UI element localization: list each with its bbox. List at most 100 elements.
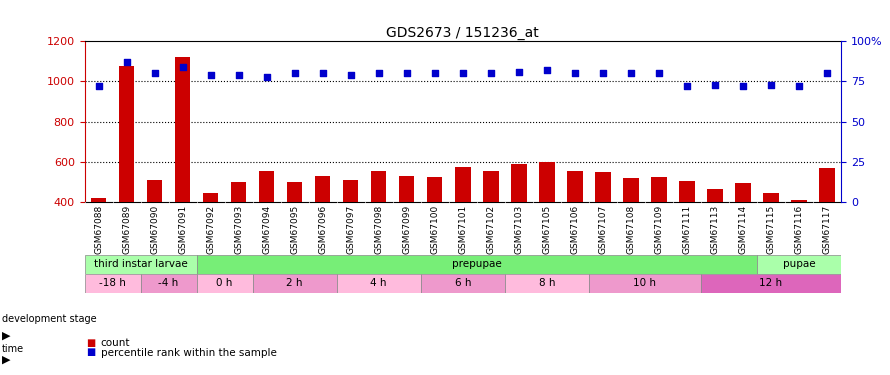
Point: [595, 70, 610, 76]
Bar: [315, 176, 330, 282]
Point: [287, 70, 302, 76]
Bar: [287, 182, 303, 282]
Point: [512, 69, 526, 75]
Text: GSM67098: GSM67098: [374, 205, 384, 254]
Bar: [371, 171, 386, 282]
Text: GSM67094: GSM67094: [263, 205, 271, 254]
Text: GSM67108: GSM67108: [627, 205, 635, 254]
Bar: [820, 168, 835, 282]
Text: GSM67093: GSM67093: [234, 205, 243, 254]
Bar: [505, 273, 589, 292]
Text: GSM67109: GSM67109: [654, 205, 663, 254]
Text: GSM67095: GSM67095: [290, 205, 299, 254]
Text: ■: ■: [86, 348, 95, 357]
Bar: [701, 273, 841, 292]
Text: 2 h: 2 h: [287, 278, 303, 288]
Bar: [483, 171, 498, 282]
Text: GSM67090: GSM67090: [150, 205, 159, 254]
Point: [316, 70, 330, 76]
Point: [260, 74, 274, 80]
Text: third instar larvae: third instar larvae: [93, 259, 188, 269]
Text: 4 h: 4 h: [370, 278, 387, 288]
Text: GSM67092: GSM67092: [206, 205, 215, 254]
Bar: [336, 273, 421, 292]
Text: 12 h: 12 h: [759, 278, 782, 288]
Point: [792, 83, 806, 89]
Bar: [567, 171, 583, 282]
Bar: [708, 189, 723, 282]
Text: development stage: development stage: [2, 315, 96, 324]
Text: GSM67116: GSM67116: [795, 205, 804, 254]
Text: GSM67101: GSM67101: [458, 205, 467, 254]
Bar: [757, 255, 841, 273]
Bar: [197, 273, 253, 292]
Bar: [589, 273, 701, 292]
Text: 8 h: 8 h: [538, 278, 555, 288]
Text: 6 h: 6 h: [455, 278, 471, 288]
Bar: [651, 177, 667, 282]
Point: [428, 70, 442, 76]
Text: GSM67102: GSM67102: [486, 205, 496, 254]
Text: GSM67097: GSM67097: [346, 205, 355, 254]
Bar: [253, 273, 336, 292]
Bar: [623, 178, 639, 282]
Bar: [455, 167, 471, 282]
Text: ▶: ▶: [2, 355, 11, 365]
Text: pupae: pupae: [782, 259, 815, 269]
Text: count: count: [101, 338, 130, 348]
Text: -4 h: -4 h: [158, 278, 179, 288]
Bar: [735, 183, 750, 282]
Point: [624, 70, 638, 76]
Point: [92, 83, 106, 89]
Bar: [119, 66, 134, 282]
Text: GSM67107: GSM67107: [598, 205, 607, 254]
Bar: [427, 177, 442, 282]
Text: GSM67088: GSM67088: [94, 205, 103, 254]
Text: percentile rank within the sample: percentile rank within the sample: [101, 348, 277, 357]
Bar: [91, 198, 106, 282]
Point: [148, 70, 162, 76]
Point: [372, 70, 386, 76]
Text: GSM67113: GSM67113: [710, 205, 719, 254]
Text: GSM67114: GSM67114: [739, 205, 748, 254]
Text: ▶: ▶: [2, 331, 11, 340]
Point: [680, 83, 694, 89]
Text: GSM67099: GSM67099: [402, 205, 411, 254]
Text: 0 h: 0 h: [216, 278, 233, 288]
Text: GSM67100: GSM67100: [430, 205, 440, 254]
Text: GSM67111: GSM67111: [683, 205, 692, 254]
Bar: [259, 171, 274, 282]
Point: [764, 82, 778, 88]
Point: [539, 67, 554, 73]
Point: [736, 83, 750, 89]
Bar: [764, 193, 779, 282]
Text: 10 h: 10 h: [634, 278, 657, 288]
Bar: [175, 57, 190, 282]
Bar: [343, 180, 359, 282]
Bar: [141, 273, 197, 292]
Bar: [203, 193, 218, 282]
Bar: [85, 255, 197, 273]
Title: GDS2673 / 151236_at: GDS2673 / 151236_at: [386, 26, 539, 40]
Text: GSM67115: GSM67115: [766, 205, 775, 254]
Text: GSM67117: GSM67117: [822, 205, 831, 254]
Text: GSM67096: GSM67096: [319, 205, 328, 254]
Bar: [679, 181, 695, 282]
Bar: [539, 162, 554, 282]
Text: ■: ■: [86, 338, 95, 348]
Text: GSM67105: GSM67105: [542, 205, 552, 254]
Point: [400, 70, 414, 76]
Text: -18 h: -18 h: [99, 278, 126, 288]
Bar: [85, 273, 141, 292]
Point: [651, 70, 666, 76]
Point: [708, 82, 722, 88]
Bar: [511, 164, 527, 282]
Bar: [791, 200, 806, 282]
Bar: [231, 182, 247, 282]
Point: [344, 72, 358, 78]
Point: [204, 72, 218, 78]
Text: GSM67106: GSM67106: [570, 205, 579, 254]
Point: [568, 70, 582, 76]
Point: [820, 70, 834, 76]
Bar: [399, 176, 415, 282]
